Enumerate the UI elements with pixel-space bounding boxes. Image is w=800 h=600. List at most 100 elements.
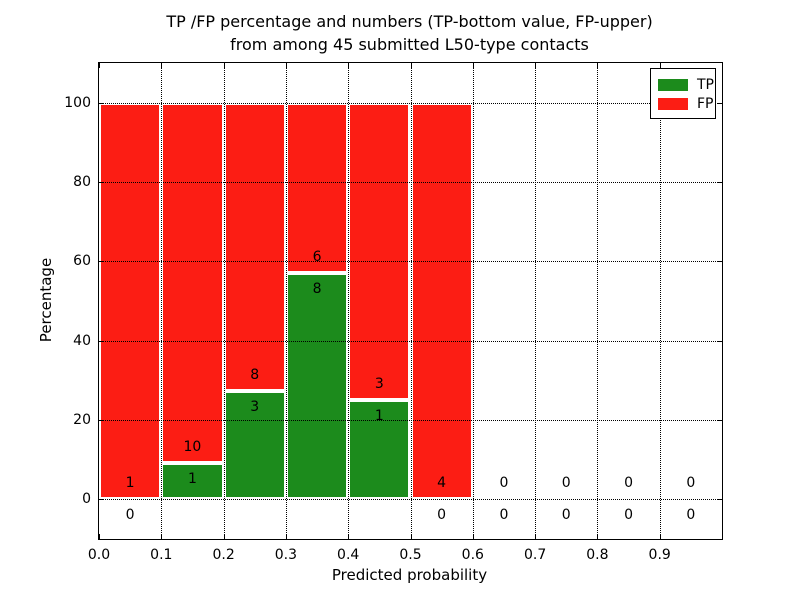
- chart-title-line2: from among 45 submitted L50-type contact…: [230, 35, 589, 54]
- x-tick-label: 0.1: [150, 547, 173, 563]
- fp-count-label: 6: [312, 248, 322, 265]
- tp-count-label: 8: [312, 280, 322, 297]
- legend-label-fp: FP: [697, 95, 714, 112]
- gridline-vertical: [161, 63, 163, 539]
- x-tick-mark-top: [223, 63, 225, 68]
- x-tick-mark: [597, 534, 599, 539]
- y-tick-mark-right: [717, 420, 722, 421]
- bar-segment-tp: [223, 391, 286, 500]
- fp-count-label: 0: [561, 475, 571, 492]
- chart-title: TP /FP percentage and numbers (TP-bottom…: [98, 10, 721, 56]
- gridline-vertical: [223, 63, 225, 539]
- x-tick-mark: [535, 534, 537, 539]
- tp-count-label: 0: [561, 507, 571, 524]
- y-tick-mark: [99, 261, 104, 263]
- y-tick-mark: [99, 102, 104, 104]
- x-tick-label: 0.0: [87, 547, 111, 563]
- gridline-vertical: [472, 63, 474, 539]
- x-tick-mark: [659, 534, 661, 539]
- y-tick-label: 60: [73, 253, 91, 270]
- fp-count-label: 8: [250, 367, 260, 384]
- x-tick-mark: [99, 534, 100, 539]
- y-tick-mark-right: [717, 499, 722, 501]
- y-tick-mark-right: [717, 182, 722, 183]
- legend-swatch-fp: [658, 97, 688, 110]
- x-tick-mark-top: [99, 63, 100, 68]
- x-tick-label: 0.4: [337, 547, 360, 563]
- tp-count-label: 0: [125, 507, 135, 524]
- y-tick-label: 0: [82, 491, 91, 508]
- fp-count-label: 0: [499, 475, 509, 492]
- y-tick-label: 100: [64, 94, 91, 111]
- y-tick-mark: [99, 340, 104, 342]
- tp-count-label: 1: [187, 471, 197, 488]
- gridline-horizontal: [99, 182, 722, 183]
- x-tick-label: 0.2: [212, 547, 235, 563]
- bar-segment-fp: [223, 102, 286, 392]
- bar-segment-tp: [285, 272, 349, 500]
- x-axis-label: Predicted probability: [331, 566, 488, 584]
- legend-row-tp: TP: [658, 75, 714, 94]
- tp-count-label: 0: [499, 507, 509, 524]
- fp-count-label: 3: [374, 376, 384, 393]
- y-tick-mark-right: [717, 261, 722, 263]
- fp-count-label: 0: [686, 475, 696, 492]
- x-tick-label: 0.9: [648, 547, 671, 563]
- x-tick-mark-top: [535, 63, 537, 68]
- y-tick-mark-right: [717, 340, 722, 342]
- bar-segment-fp: [285, 102, 349, 273]
- x-tick-mark: [410, 534, 412, 539]
- x-tick-mark-top: [348, 63, 350, 68]
- fp-count-label: 4: [437, 475, 447, 492]
- x-tick-mark: [161, 534, 163, 539]
- tp-count-label: 0: [624, 507, 634, 524]
- x-tick-mark: [348, 534, 350, 539]
- bar-segment-fp: [99, 102, 162, 500]
- legend-label-tp: TP: [697, 76, 714, 93]
- fp-count-label: 0: [624, 475, 634, 492]
- x-tick-mark: [472, 534, 474, 539]
- bar-segment-fp: [161, 102, 224, 464]
- bar-segment-tp: [161, 463, 224, 500]
- x-tick-label: 0.7: [523, 547, 547, 563]
- y-tick-mark: [99, 499, 104, 501]
- tp-count-label: 1: [374, 408, 384, 425]
- bar-segment-tp: [348, 400, 411, 500]
- x-tick-mark-top: [597, 63, 599, 68]
- y-axis-label: Percentage: [37, 257, 55, 343]
- x-tick-label: 0.5: [399, 547, 422, 563]
- plot-area: TP FP 0.0 0.1 0.2 0.3 0.4 0.5 0.6 0.7 0.8 0.9 0 20 40…: [64, 62, 723, 563]
- fp-count-label: 10: [183, 439, 202, 456]
- tp-count-label: 3: [250, 399, 260, 416]
- y-tick-label: 80: [73, 174, 91, 190]
- legend-row-fp: FP: [658, 94, 714, 113]
- gridline-vertical: [659, 63, 661, 539]
- chart-title-line1: TP /FP percentage and numbers (TP-bottom…: [166, 12, 653, 31]
- x-tick-label: 0.8: [586, 547, 609, 563]
- gridline-horizontal: [99, 261, 722, 263]
- tp-count-label: 0: [437, 507, 447, 524]
- y-tick-label: 20: [73, 412, 91, 428]
- gridline-horizontal: [99, 499, 722, 501]
- gridline-vertical: [348, 63, 350, 539]
- gridline-horizontal: [99, 102, 722, 104]
- legend: TP FP: [650, 68, 716, 119]
- bar-segment-fp: [410, 102, 473, 500]
- gridline-vertical: [535, 63, 537, 539]
- bar-segment-fp: [348, 102, 411, 401]
- x-tick-mark-top: [472, 63, 474, 68]
- x-tick-mark: [285, 534, 287, 539]
- gridline-vertical: [285, 63, 287, 539]
- x-tick-mark: [223, 534, 225, 539]
- y-tick-label: 40: [73, 332, 91, 349]
- gridline-vertical: [410, 63, 412, 539]
- legend-swatch-tp: [658, 78, 688, 91]
- fp-count-label: 1: [125, 475, 135, 492]
- x-tick-mark-top: [161, 63, 163, 68]
- gridline-horizontal: [99, 420, 722, 421]
- gridline-vertical: [597, 63, 599, 539]
- y-tick-mark: [99, 420, 104, 421]
- x-tick-mark-top: [285, 63, 287, 68]
- x-tick-mark-top: [659, 63, 661, 68]
